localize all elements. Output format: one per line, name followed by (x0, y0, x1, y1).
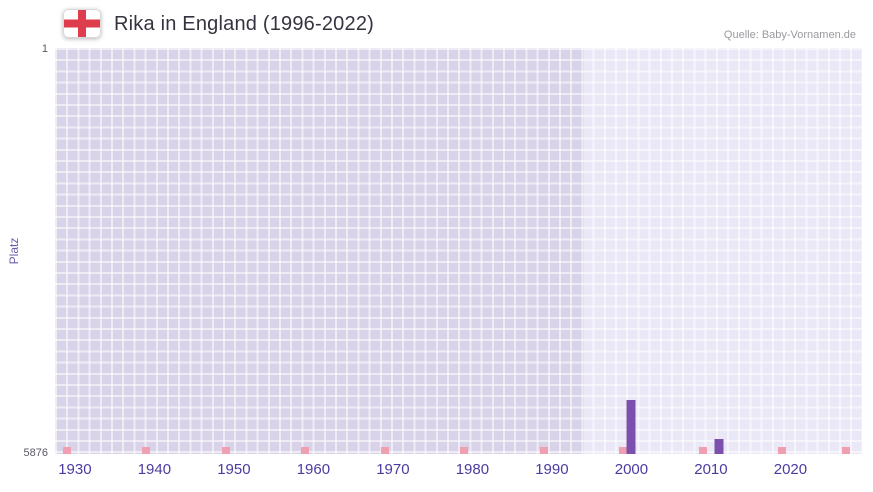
y-axis-max-label: 1 (41, 43, 48, 55)
x-axis: 1930 1940 1950 1960 1970 1980 1990 2000 2010 2020 (55, 459, 862, 485)
x-tick-label-1950: 1950 (217, 461, 251, 478)
bottom-mark-2009 (698, 447, 707, 454)
bottom-mark-1979 (460, 447, 469, 454)
source-label: Quelle: Baby-Vornamen.de (723, 29, 856, 41)
england-flag-icon (63, 9, 101, 38)
x-tick-label-2010: 2010 (694, 461, 728, 478)
bar-2000[interactable] (626, 399, 636, 454)
bar-2011[interactable] (714, 438, 724, 454)
bottom-mark-1969 (380, 447, 389, 454)
plot-area (55, 48, 862, 454)
bottom-mark-1949 (221, 447, 230, 454)
y-axis-min-label: 5876 (23, 447, 48, 459)
bottom-mark-1959 (301, 447, 310, 454)
x-tick-label-1980: 1980 (455, 461, 490, 478)
bottom-mark-1989 (539, 447, 548, 454)
x-tick-label-2020: 2020 (773, 461, 808, 478)
bottom-mark-2027 (842, 447, 851, 454)
x-tick-label-1940: 1940 (137, 461, 172, 478)
x-tick-label-1990: 1990 (535, 461, 569, 478)
y-axis-title: Platz (7, 237, 21, 265)
x-tick-label-1960: 1960 (296, 461, 331, 478)
x-tick-label-1970: 1970 (376, 461, 410, 478)
bottom-mark-2019 (778, 447, 787, 454)
x-tick-label-1930: 1930 (58, 461, 92, 478)
chart-title: Rika in England (1996-2022) (114, 13, 375, 35)
bottom-mark-1929 (62, 447, 71, 454)
bottom-mark-1939 (142, 447, 151, 454)
grid-overlay (55, 48, 862, 454)
x-tick-label-2000: 2000 (614, 461, 649, 478)
bottom-mark-1999 (619, 447, 628, 454)
